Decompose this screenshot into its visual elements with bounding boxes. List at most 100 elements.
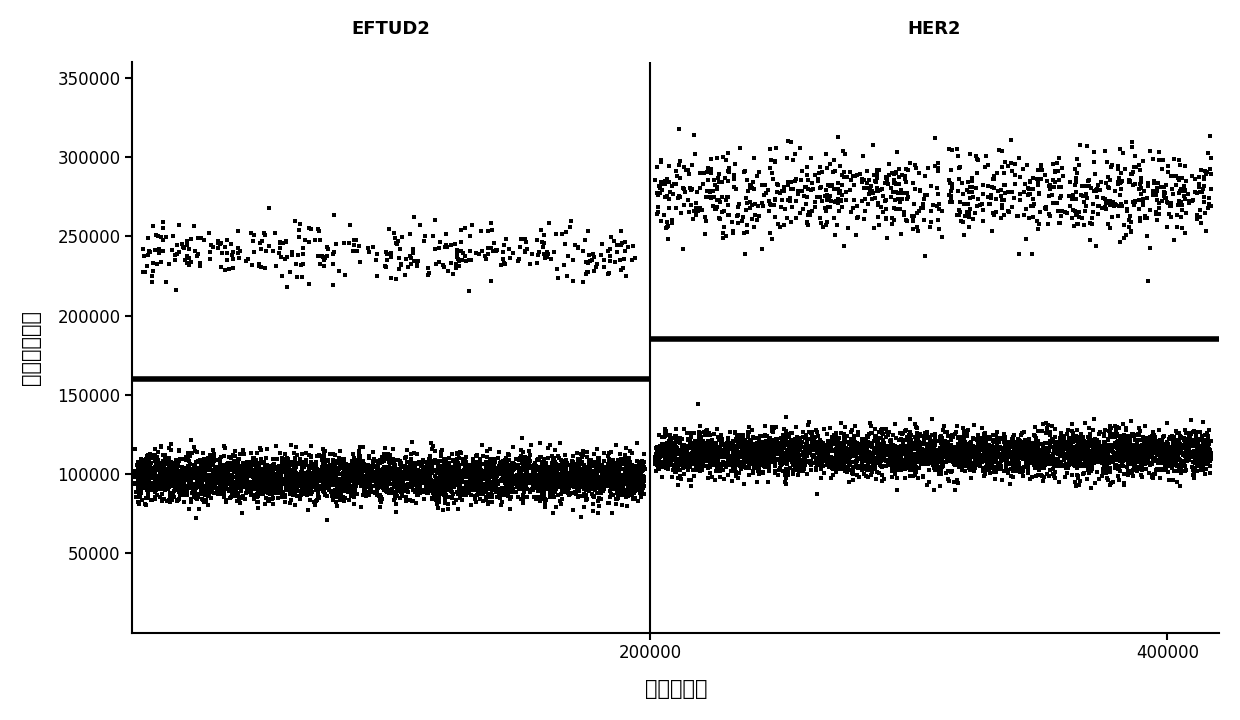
Point bbox=[556, 474, 575, 485]
Point bbox=[929, 223, 949, 235]
Point bbox=[319, 480, 339, 491]
Point bbox=[247, 469, 267, 481]
Point bbox=[1161, 447, 1180, 459]
Point bbox=[460, 469, 480, 480]
Point bbox=[1126, 440, 1146, 451]
Point bbox=[950, 449, 970, 461]
Point bbox=[217, 474, 237, 485]
Point bbox=[325, 474, 345, 486]
Point bbox=[662, 448, 682, 459]
Point bbox=[634, 474, 653, 485]
Point bbox=[471, 474, 491, 486]
Point bbox=[492, 253, 512, 264]
Point bbox=[298, 471, 317, 482]
Point bbox=[781, 428, 801, 439]
Point bbox=[503, 484, 523, 495]
Point bbox=[961, 449, 981, 460]
Point bbox=[399, 456, 419, 467]
Point bbox=[166, 482, 186, 493]
Point bbox=[972, 456, 992, 467]
Point bbox=[197, 486, 217, 498]
Point bbox=[553, 477, 573, 489]
Point bbox=[207, 461, 227, 472]
Point bbox=[557, 457, 577, 469]
Point bbox=[680, 168, 699, 180]
Point bbox=[398, 444, 418, 456]
Point bbox=[470, 471, 490, 482]
Point bbox=[309, 449, 329, 460]
Point bbox=[252, 482, 272, 493]
Point bbox=[532, 236, 552, 248]
Point bbox=[525, 459, 544, 471]
Point bbox=[1064, 436, 1084, 447]
Point bbox=[994, 194, 1014, 206]
Point bbox=[657, 190, 677, 202]
Point bbox=[1102, 446, 1122, 458]
Point bbox=[839, 458, 859, 469]
Point bbox=[413, 464, 433, 475]
Point bbox=[771, 202, 791, 213]
Point bbox=[810, 456, 830, 467]
Point bbox=[771, 446, 791, 458]
Point bbox=[346, 462, 366, 474]
Point bbox=[915, 454, 935, 465]
Point bbox=[1131, 182, 1151, 194]
Point bbox=[210, 474, 229, 485]
Point bbox=[270, 487, 290, 498]
Point bbox=[420, 460, 440, 472]
Point bbox=[774, 429, 794, 441]
Point bbox=[897, 446, 916, 458]
Point bbox=[449, 476, 469, 487]
Point bbox=[1011, 441, 1030, 453]
Point bbox=[1102, 159, 1122, 171]
Point bbox=[655, 427, 675, 438]
Point bbox=[1075, 199, 1095, 211]
Point bbox=[846, 443, 866, 454]
Point bbox=[372, 475, 392, 487]
Point bbox=[947, 438, 967, 450]
Point bbox=[740, 179, 760, 191]
Point bbox=[1123, 448, 1143, 459]
Point bbox=[1087, 441, 1107, 452]
Point bbox=[210, 466, 229, 477]
Point bbox=[936, 438, 956, 449]
Point bbox=[481, 491, 501, 503]
Point bbox=[372, 464, 392, 476]
Point bbox=[453, 458, 472, 469]
Point bbox=[704, 444, 724, 456]
Point bbox=[610, 486, 630, 498]
Point bbox=[217, 476, 237, 487]
Point bbox=[219, 473, 239, 485]
Point bbox=[312, 456, 332, 467]
Point bbox=[211, 482, 231, 494]
Point bbox=[1154, 442, 1174, 454]
Point bbox=[887, 459, 906, 470]
Point bbox=[286, 462, 306, 473]
Point bbox=[1159, 448, 1179, 459]
Point bbox=[242, 469, 262, 480]
Point bbox=[991, 433, 1011, 445]
Point bbox=[515, 451, 534, 463]
Point bbox=[856, 194, 875, 205]
Point bbox=[944, 454, 963, 466]
Point bbox=[492, 474, 512, 485]
Point bbox=[1100, 463, 1120, 474]
Point bbox=[515, 475, 534, 487]
Point bbox=[560, 465, 580, 477]
Point bbox=[749, 451, 769, 462]
Point bbox=[967, 447, 987, 459]
Point bbox=[744, 440, 764, 451]
Point bbox=[1066, 440, 1086, 451]
Point bbox=[634, 472, 653, 484]
Point bbox=[899, 446, 919, 457]
Point bbox=[269, 486, 289, 498]
Point bbox=[920, 436, 940, 448]
Point bbox=[376, 452, 396, 464]
Point bbox=[573, 468, 593, 480]
Point bbox=[336, 471, 356, 482]
Point bbox=[275, 492, 295, 503]
Point bbox=[1173, 455, 1193, 467]
Point bbox=[1128, 448, 1148, 459]
Point bbox=[280, 488, 300, 500]
Point bbox=[391, 460, 410, 472]
